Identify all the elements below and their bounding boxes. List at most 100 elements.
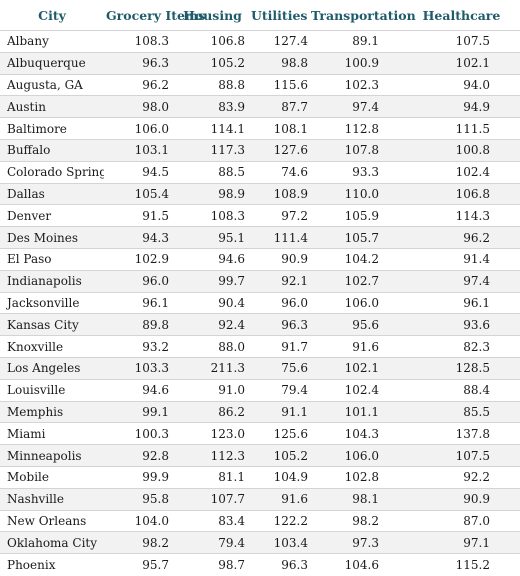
cell-utilities: 92.1: [249, 269, 309, 293]
cell-grocery-items: 102.9: [104, 247, 176, 271]
cell-transportation: 104.6: [309, 553, 403, 576]
cell-healthcare: 106.8: [403, 182, 520, 205]
cell-transportation: 89.1: [309, 30, 403, 53]
cell-utilities: 115.6: [249, 73, 309, 96]
cell-utilities: 91.7: [249, 335, 309, 358]
cell-housing: 114.1: [176, 117, 249, 140]
cell-transportation: 105.9: [309, 204, 403, 227]
cell-city: Denver: [0, 204, 104, 227]
cell-healthcare: 88.4: [403, 378, 520, 402]
cell-utilities: 104.9: [249, 465, 309, 489]
cell-city: Augusta, GA: [0, 73, 104, 96]
cell-housing: 90.4: [176, 291, 249, 314]
cell-utilities: 79.4: [249, 378, 309, 402]
cell-housing: 108.3: [176, 204, 249, 227]
cell-transportation: 102.7: [309, 269, 403, 293]
cell-utilities: 108.9: [249, 182, 309, 205]
table-row: Colorado Springs 94.5 88.5 74.6 93.3 102.4: [0, 160, 520, 184]
cell-transportation: 95.6: [309, 313, 403, 336]
cell-city: Knoxville: [0, 335, 104, 358]
cell-utilities: 87.7: [249, 95, 309, 118]
cell-grocery-items: 105.4: [104, 182, 176, 205]
cell-housing: 123.0: [176, 422, 249, 445]
table-row: Jacksonville 96.1 90.4 96.0 106.0 96.1: [0, 291, 520, 314]
cell-utilities: 96.3: [249, 553, 309, 576]
cell-city: Mobile: [0, 465, 104, 489]
cell-healthcare: 114.3: [403, 204, 520, 227]
table-row: Denver 91.5 108.3 97.2 105.9 114.3: [0, 204, 520, 227]
table-row: Miami 100.3 123.0 125.6 104.3 137.8: [0, 422, 520, 445]
cell-healthcare: 97.4: [403, 269, 520, 293]
cell-transportation: 91.6: [309, 335, 403, 358]
header-city: City: [38, 7, 66, 23]
cell-city: Des Moines: [0, 226, 104, 249]
cell-healthcare: 87.0: [403, 509, 520, 532]
cell-city: Indianapolis: [0, 269, 104, 293]
cell-city: Albany: [0, 30, 104, 53]
cell-healthcare: 90.9: [403, 487, 520, 511]
cell-grocery-items: 94.6: [104, 378, 176, 402]
cell-utilities: 108.1: [249, 117, 309, 140]
cell-housing: 83.4: [176, 509, 249, 532]
cell-utilities: 96.0: [249, 291, 309, 314]
cell-transportation: 97.3: [309, 531, 403, 554]
cell-housing: 106.8: [176, 30, 249, 53]
cell-grocery-items: 95.7: [104, 553, 176, 576]
cell-grocery-items: 94.5: [104, 160, 176, 184]
cell-transportation: 102.8: [309, 465, 403, 489]
cell-utilities: 103.4: [249, 531, 309, 554]
cell-healthcare: 82.3: [403, 335, 520, 358]
cell-city: New Orleans: [0, 509, 104, 532]
cell-grocery-items: 94.3: [104, 226, 176, 249]
cell-transportation: 97.4: [309, 95, 403, 118]
cell-city: Phoenix: [0, 553, 104, 576]
cell-housing: 92.4: [176, 313, 249, 336]
cell-grocery-items: 96.2: [104, 73, 176, 96]
cell-grocery-items: 96.1: [104, 291, 176, 314]
cell-grocery-items: 98.0: [104, 95, 176, 118]
cell-city: Memphis: [0, 400, 104, 423]
cell-housing: 81.1: [176, 465, 249, 489]
table-row: New Orleans 104.0 83.4 122.2 98.2 87.0: [0, 509, 520, 532]
cell-housing: 107.7: [176, 487, 249, 511]
cell-housing: 86.2: [176, 400, 249, 423]
cell-housing: 117.3: [176, 138, 249, 162]
cell-transportation: 93.3: [309, 160, 403, 184]
table-body: Albany 108.3 106.8 127.4 89.1 107.5 Albuquerqu…: [0, 30, 520, 576]
cell-city: Los Angeles: [0, 356, 104, 380]
table-row: Los Angeles 103.3 211.3 75.6 102.1 128.5: [0, 356, 520, 380]
table-row: Nashville 95.8 107.7 91.6 98.1 90.9: [0, 487, 520, 511]
cell-healthcare: 94.9: [403, 95, 520, 118]
cell-healthcare: 102.4: [403, 160, 520, 184]
table-row: Buffalo 103.1 117.3 127.6 107.8 100.8: [0, 138, 520, 162]
cell-grocery-items: 99.1: [104, 400, 176, 423]
table-row: Augusta, GA 96.2 88.8 115.6 102.3 94.0: [0, 73, 520, 96]
table-row: Phoenix 95.7 98.7 96.3 104.6 115.2: [0, 553, 520, 576]
cell-grocery-items: 98.2: [104, 531, 176, 554]
cell-city: El Paso: [0, 247, 104, 271]
cell-housing: 88.0: [176, 335, 249, 358]
table-row: Albany 108.3 106.8 127.4 89.1 107.5: [0, 30, 520, 53]
cell-healthcare: 107.5: [403, 444, 520, 467]
table-row: Des Moines 94.3 95.1 111.4 105.7 96.2: [0, 226, 520, 249]
cell-healthcare: 102.1: [403, 51, 520, 75]
cell-utilities: 127.4: [249, 30, 309, 53]
cell-healthcare: 107.5: [403, 30, 520, 53]
cell-utilities: 91.6: [249, 487, 309, 511]
header-healthcare: Healthcare: [422, 7, 501, 23]
cell-utilities: 75.6: [249, 356, 309, 380]
table-row: Kansas City 89.8 92.4 96.3 95.6 93.6: [0, 313, 520, 336]
cell-utilities: 105.2: [249, 444, 309, 467]
cell-city: Austin: [0, 95, 104, 118]
cell-healthcare: 94.0: [403, 73, 520, 96]
cell-housing: 99.7: [176, 269, 249, 293]
table-row: Louisville 94.6 91.0 79.4 102.4 88.4: [0, 378, 520, 402]
cell-transportation: 105.7: [309, 226, 403, 249]
cell-healthcare: 115.2: [403, 553, 520, 576]
cell-grocery-items: 96.3: [104, 51, 176, 75]
cell-utilities: 111.4: [249, 226, 309, 249]
table-row: Knoxville 93.2 88.0 91.7 91.6 82.3: [0, 335, 520, 358]
cell-housing: 94.6: [176, 247, 249, 271]
cell-city: Jacksonville: [0, 291, 104, 314]
cell-city: Albuquerque: [0, 51, 104, 75]
